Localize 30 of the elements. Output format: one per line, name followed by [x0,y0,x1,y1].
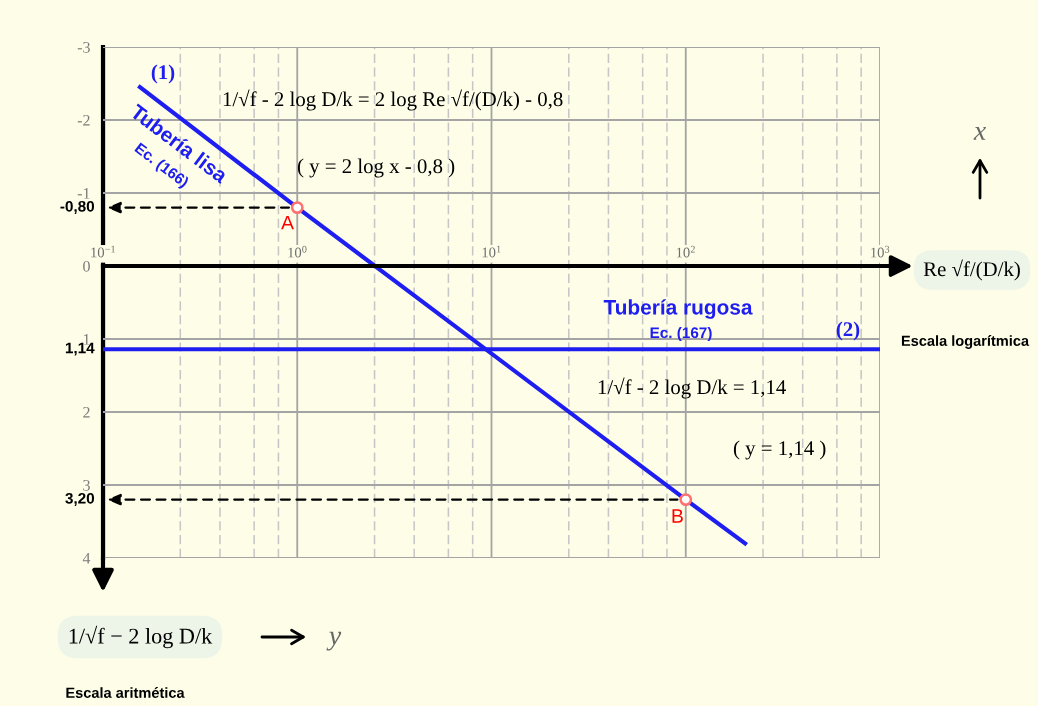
y-tick-label: -2 [77,114,90,126]
x-tick-label: 10$^{2}$ [676,245,695,258]
text: Escala logarítmica [901,335,1030,349]
y-tick-label: 4 [82,553,91,564]
annotation: 1/√f - 2 log D/k = 1,14 [598,377,786,399]
text: y [326,631,342,651]
annotation: Ec. (167) [650,326,712,342]
annotation: (2) [836,321,860,341]
y-tick-label: 3 [83,479,90,491]
annotation: 3,20 [65,492,95,506]
annotation: A [281,215,294,230]
annotation: B [672,509,683,523]
y-tick-label: 2 [83,406,90,418]
annotation: (1) [151,64,175,84]
x-axis-title: Re √f/(D/k) [923,259,1020,281]
x-tick-label: 10$^{0}$ [288,245,307,258]
series-label: Tubería rugosa [603,299,753,319]
y-axis-title: 1/√f − 2 log D/k [69,625,213,649]
annotation: ( y = 1,14 ) [733,440,826,460]
text: x [973,126,986,140]
y-tick-label: 0 [83,260,90,272]
y-tick-label: -1 [77,188,90,199]
x-tick-label: 10$^{1}$ [482,245,501,258]
annotation: ( y = 2 log x - 0,8 ) [297,158,455,178]
text: Escala aritmética [66,687,185,698]
annotation: 1/√f - 2 log D/k = 2 log Re √f/(D/k) - 0,8 [223,89,563,111]
y-tick-label: -3 [77,41,90,53]
x-tick-label: 10$^{3}$ [871,245,890,258]
x-tick-label: 10$^{−1}$ [91,245,115,258]
annotation: -0,80 [60,200,95,214]
